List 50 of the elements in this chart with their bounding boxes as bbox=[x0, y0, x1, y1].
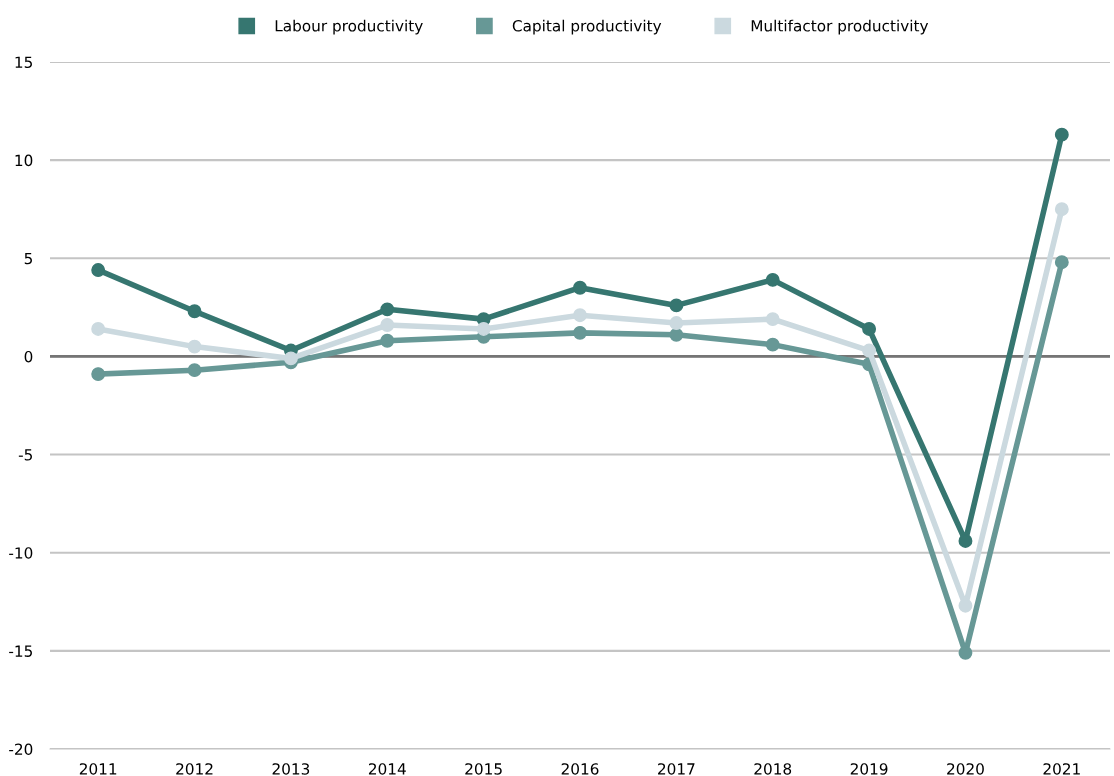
y-tick-label: 0 bbox=[24, 350, 33, 363]
legend-label: Labour productivity bbox=[275, 19, 423, 35]
point bbox=[573, 280, 587, 295]
point bbox=[91, 367, 106, 382]
x-tick-label: 2016 bbox=[561, 763, 599, 775]
y-tick-label: 5 bbox=[24, 252, 32, 265]
y-tick-label: 10 bbox=[15, 154, 33, 167]
legend-label: Multifactor productivity bbox=[751, 19, 929, 35]
point bbox=[862, 322, 877, 336]
point bbox=[91, 263, 106, 278]
point bbox=[380, 318, 395, 332]
y-tick-label: -5 bbox=[18, 449, 32, 461]
point bbox=[1054, 202, 1069, 217]
x-tick-label: 2015 bbox=[465, 763, 502, 775]
point bbox=[91, 322, 106, 336]
point bbox=[669, 327, 684, 342]
point bbox=[283, 351, 298, 366]
point bbox=[669, 316, 684, 331]
point bbox=[765, 337, 780, 352]
x-tick-label: 2021 bbox=[1043, 763, 1080, 775]
point bbox=[1054, 127, 1069, 142]
point bbox=[380, 333, 395, 348]
legend-label: Capital productivity bbox=[512, 19, 662, 35]
point bbox=[958, 533, 973, 548]
point bbox=[1054, 255, 1069, 270]
point bbox=[958, 598, 973, 613]
point bbox=[187, 363, 202, 378]
point bbox=[765, 272, 780, 287]
point bbox=[187, 339, 202, 354]
y-tick-label: -20 bbox=[9, 743, 33, 756]
x-tick-label: 2017 bbox=[658, 763, 695, 775]
point bbox=[862, 343, 877, 358]
point bbox=[573, 325, 587, 340]
point bbox=[573, 308, 587, 323]
x-tick-label: 2014 bbox=[368, 763, 406, 775]
x-tick-label: 2013 bbox=[272, 763, 310, 775]
point bbox=[187, 304, 202, 319]
y-tick-label: 15 bbox=[15, 56, 32, 69]
point bbox=[476, 322, 491, 336]
x-tick-label: 2011 bbox=[79, 763, 117, 775]
y-tick-label: -10 bbox=[9, 547, 33, 559]
x-tick-label: 2012 bbox=[176, 763, 213, 775]
point bbox=[380, 302, 395, 317]
point bbox=[669, 298, 684, 313]
x-tick-label: 2019 bbox=[850, 763, 888, 775]
x-tick-label: 2020 bbox=[947, 763, 984, 775]
x-tick-label: 2018 bbox=[754, 763, 792, 775]
point bbox=[765, 312, 780, 327]
y-tick-label: -15 bbox=[9, 645, 32, 657]
point bbox=[958, 645, 973, 660]
